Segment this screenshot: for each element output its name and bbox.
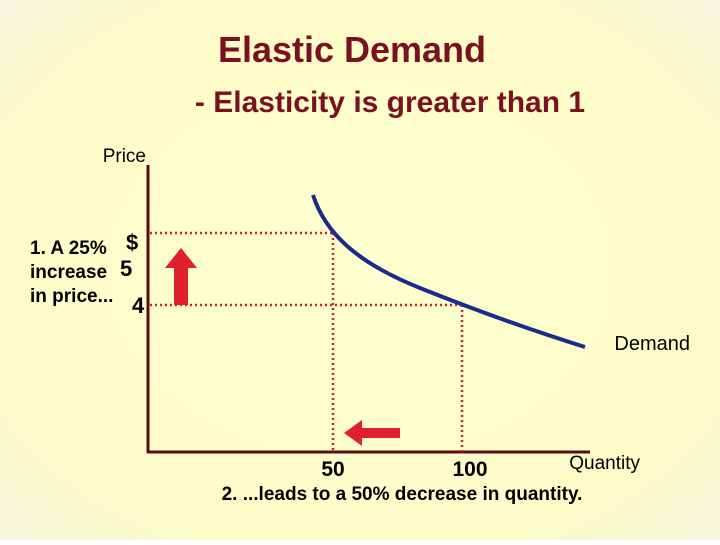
- note-step2: 2. ...leads to a 50% decrease in quantit…: [222, 484, 583, 505]
- subtitle: - Elasticity is greater than 1: [195, 86, 585, 119]
- quantity-tick: 100: [452, 458, 487, 481]
- price-tick: 4: [132, 293, 145, 318]
- guides: [150, 231, 464, 452]
- x-axis-label: Quantity: [569, 453, 640, 474]
- demand-curve: [311, 194, 586, 349]
- note-step1: increase: [30, 262, 107, 283]
- note-step1: in price...: [30, 286, 113, 307]
- price-currency: $: [126, 230, 138, 255]
- y-axis-label: Price: [103, 146, 146, 167]
- price-tick: 5: [120, 256, 132, 281]
- left-arrow: [344, 420, 400, 446]
- curve-label: Demand: [614, 333, 690, 355]
- up-arrow: [165, 248, 197, 305]
- title: Elastic Demand: [218, 29, 486, 70]
- note-step1: 1. A 25%: [30, 238, 107, 259]
- quantity-tick: 50: [321, 458, 344, 481]
